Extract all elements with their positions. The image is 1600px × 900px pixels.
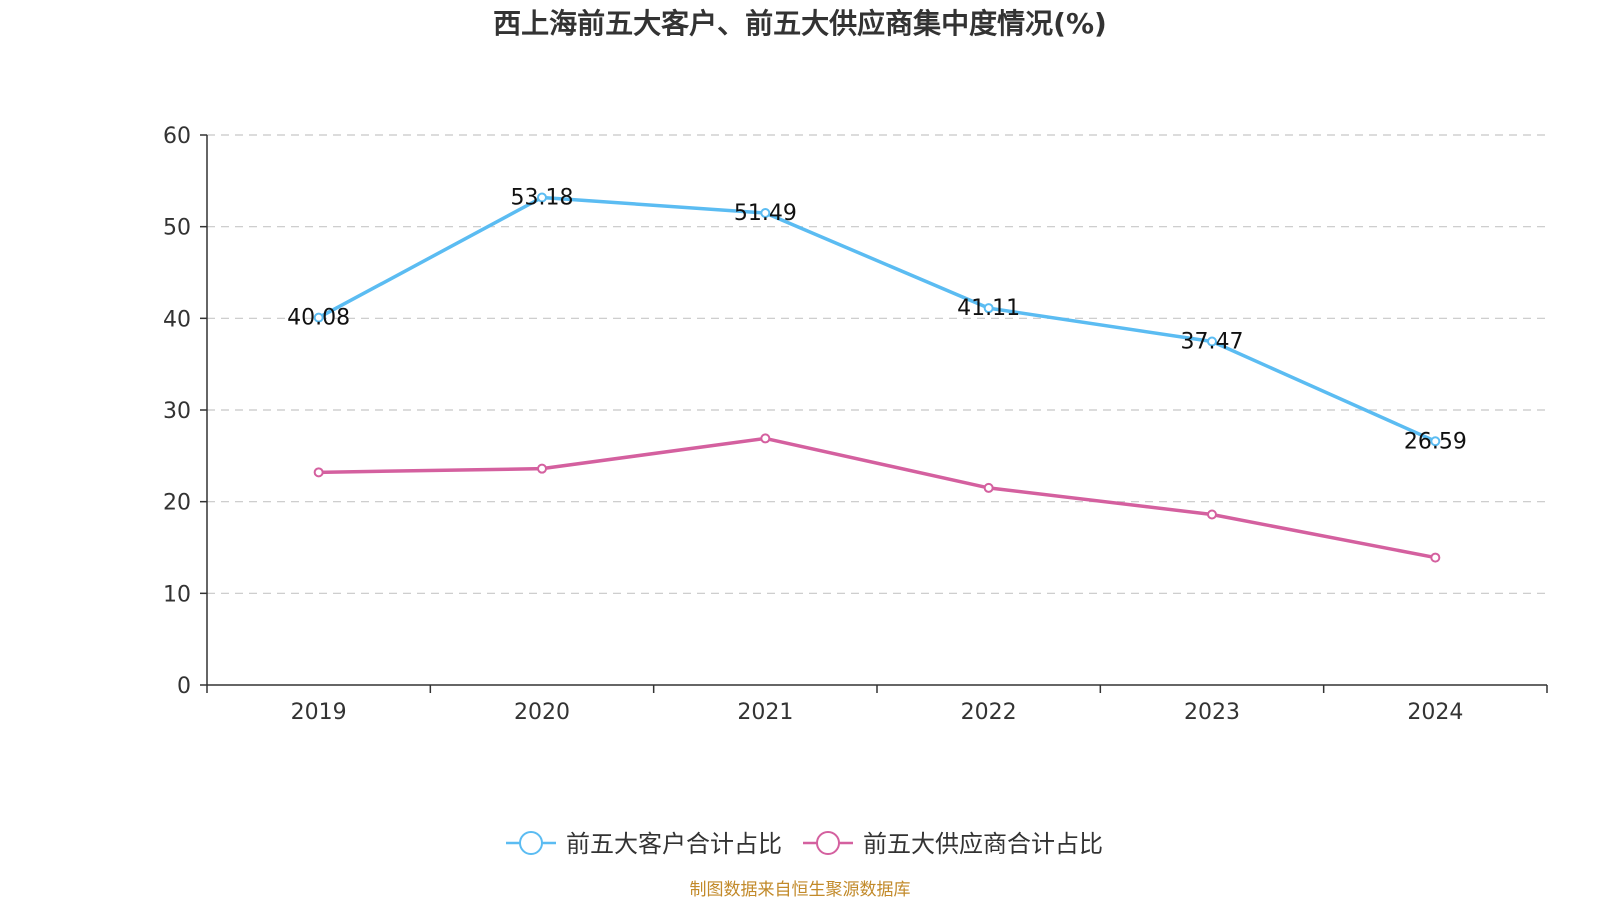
legend[interactable]: 前五大客户合计占比 前五大供应商合计占比 [506, 830, 1103, 858]
y-tick-label: 30 [163, 399, 191, 424]
series-group [313, 192, 1441, 563]
axes: 0 10 20 30 40 50 60 2019 2020 2021 2022 2023 2024 [163, 124, 1548, 725]
x-tick-label: 2022 [961, 700, 1017, 725]
data-point [1207, 336, 1217, 347]
data-label: 53.18 [511, 186, 574, 211]
y-tick-label: 20 [163, 491, 191, 516]
chart-title: 西上海前五大客户、前五大供应商集中度情况(%) [493, 7, 1107, 40]
data-point [313, 467, 324, 478]
data-point [1207, 509, 1217, 520]
legend-marker-2 [816, 831, 840, 855]
x-tick-label: 2021 [737, 700, 793, 725]
data-point [1430, 552, 1441, 563]
legend-label: 前五大客户合计占比 [566, 830, 782, 858]
x-tick-label: 2023 [1184, 700, 1240, 725]
y-tick-label: 0 [177, 674, 191, 699]
grid-lines [207, 134, 1547, 594]
data-label: 26.59 [1404, 429, 1467, 454]
x-tick-label: 2019 [291, 700, 347, 725]
data-labels: 40.08 53.18 51.49 41.11 37.47 26.59 [287, 186, 1467, 455]
data-label: 40.08 [287, 306, 350, 331]
y-tick-label: 50 [163, 216, 191, 241]
source-note: 制图数据来自恒生聚源数据库 [690, 880, 911, 900]
data-point [760, 208, 771, 219]
data-point [537, 463, 547, 474]
data-point [537, 192, 547, 203]
y-tick-label: 60 [163, 124, 191, 149]
data-point [983, 303, 994, 314]
legend-label: 前五大供应商合计占比 [863, 830, 1103, 858]
data-point [313, 312, 324, 323]
x-tick-label: 2024 [1407, 700, 1463, 725]
y-tick-label: 40 [163, 307, 191, 332]
series-line-2 [318, 436, 1436, 560]
data-label: 41.11 [957, 296, 1020, 321]
data-point [1430, 436, 1441, 447]
legend-marker-1 [519, 831, 543, 855]
data-point [983, 482, 994, 493]
y-tick-label: 10 [163, 582, 191, 607]
data-point [760, 433, 771, 444]
x-tick-label: 2020 [514, 700, 570, 725]
data-label: 51.49 [734, 201, 797, 226]
data-label: 37.47 [1181, 330, 1244, 355]
series-line-1 [317, 195, 1437, 443]
